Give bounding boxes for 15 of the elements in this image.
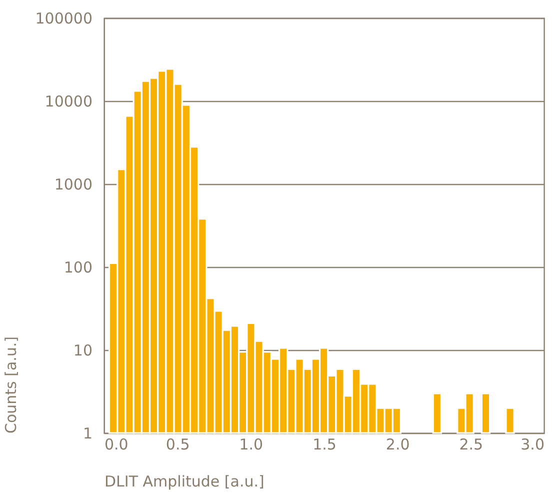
y-tick-label: 100000: [35, 10, 92, 28]
x-tick-label: 3.0: [520, 436, 544, 454]
y-tick-label: 10: [73, 342, 92, 360]
y-tick-label: 1000: [54, 176, 92, 194]
x-tick-label: 1.0: [239, 436, 264, 454]
y-tick-label: 100: [64, 258, 92, 276]
x-tick-label: 2.5: [459, 436, 484, 454]
y-tick-label: 10000: [44, 92, 92, 110]
x-tick-label: 0.0: [104, 436, 128, 454]
x-tick-label: 0.5: [166, 436, 190, 454]
y-tick-label: 1: [82, 424, 92, 442]
y-axis-title: Counts [a.u.]: [2, 336, 20, 434]
x-axis-title: DLIT Amplitude [a.u.]: [104, 472, 264, 490]
x-tick-label: 2.0: [386, 436, 410, 454]
x-tick-label: 1.5: [312, 436, 336, 454]
